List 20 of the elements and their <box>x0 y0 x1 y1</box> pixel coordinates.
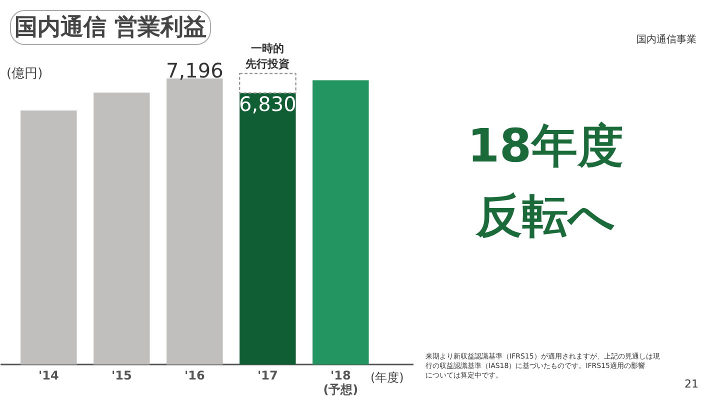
series-label: 一時的先行投資 <box>244 42 290 71</box>
x-axis-title: (年度) <box>370 370 404 384</box>
text: 21 <box>684 378 699 390</box>
bar <box>166 78 223 364</box>
bar <box>312 80 369 364</box>
text: 18年度反転へ <box>467 118 624 243</box>
bar <box>240 93 296 364</box>
x-tick-label: '15 <box>111 368 132 382</box>
x-tick-label: '16 <box>184 368 205 382</box>
bar <box>94 92 150 364</box>
data-label: 6,830 <box>239 92 296 116</box>
bar <box>238 72 296 94</box>
x-tick-label: '17 <box>257 368 278 382</box>
data-label: 7,196 <box>166 58 224 82</box>
x-tick-label: '14 <box>38 368 59 382</box>
text: 国内通信事業 <box>636 34 696 46</box>
chart-title: 国内通信 営業利益 <box>14 14 207 40</box>
bar <box>20 110 77 364</box>
x-tick-label: '18 (予想) <box>323 368 358 396</box>
y-axis-title: (億円) <box>6 66 43 82</box>
